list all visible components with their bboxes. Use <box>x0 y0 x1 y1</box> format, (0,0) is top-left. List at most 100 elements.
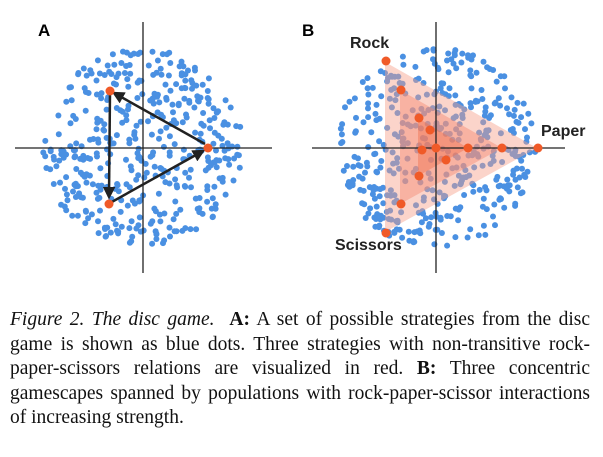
population-dot <box>422 215 429 222</box>
population-dot <box>222 97 229 104</box>
population-dot <box>151 163 158 170</box>
population-dot <box>425 107 432 113</box>
population-dot <box>351 95 358 102</box>
population-dot <box>420 210 427 217</box>
population-dot <box>161 210 168 217</box>
population-dot <box>137 118 144 125</box>
population-dot <box>200 110 207 116</box>
population-dot <box>373 101 380 108</box>
population-dot <box>448 56 455 63</box>
strategy-dot <box>441 155 451 165</box>
population-dot <box>497 102 504 109</box>
population-dot <box>167 233 173 240</box>
population-dot <box>453 65 460 72</box>
paper-label: Paper <box>541 123 585 140</box>
population-dot <box>134 95 141 101</box>
disc-game-figure: A B Rock Paper Scissors <box>15 21 585 273</box>
population-dot <box>63 174 70 181</box>
population-dot <box>126 225 133 232</box>
population-dot <box>212 205 219 212</box>
population-dot <box>169 101 176 108</box>
population-dot <box>128 218 135 225</box>
population-dot <box>362 215 369 221</box>
population-dot <box>506 111 513 118</box>
strategy-dot <box>463 143 473 153</box>
population-dot <box>490 148 497 155</box>
population-dot <box>504 105 510 112</box>
population-dot <box>103 233 110 239</box>
population-dot <box>155 190 162 197</box>
population-dot <box>149 240 156 247</box>
population-dot <box>173 228 180 235</box>
population-dot <box>418 105 425 112</box>
population-dot <box>445 69 452 76</box>
strategy-dot <box>396 85 406 95</box>
population-dot <box>404 140 411 147</box>
population-dot <box>470 52 476 59</box>
population-dot <box>359 175 366 182</box>
population-dot <box>118 223 125 230</box>
population-dot <box>88 211 95 218</box>
population-dot <box>83 72 90 79</box>
population-dot <box>428 156 434 163</box>
population-dot <box>170 109 176 116</box>
population-dot <box>47 166 54 173</box>
population-dot <box>522 126 528 133</box>
population-dot <box>399 120 406 126</box>
population-dot <box>75 70 82 76</box>
population-dot <box>447 213 454 220</box>
population-dot <box>101 121 108 128</box>
population-dot <box>490 67 497 73</box>
population-dot <box>353 114 359 121</box>
population-dot <box>125 83 132 90</box>
population-dot <box>215 108 222 115</box>
population-dot <box>393 218 400 225</box>
population-dot <box>234 151 241 158</box>
figure-caption: Figure 2. The disc game. A: A set of pos… <box>10 308 590 431</box>
population-dot <box>429 187 436 194</box>
population-dot <box>148 131 155 138</box>
population-dot <box>94 115 101 122</box>
population-dot <box>478 87 485 93</box>
panel-b-label: B <box>302 21 314 40</box>
population-dot <box>442 107 448 114</box>
population-dot <box>220 121 227 128</box>
population-dot <box>222 155 229 162</box>
population-dot <box>430 56 436 63</box>
population-dot <box>451 50 458 56</box>
population-dot <box>398 209 405 216</box>
population-dot <box>119 119 126 126</box>
population-dot <box>438 80 445 87</box>
population-dot <box>468 85 475 92</box>
population-dot <box>56 157 63 164</box>
population-dot <box>177 206 184 213</box>
population-dot <box>339 121 346 128</box>
population-dot <box>189 85 195 92</box>
rock-label: Rock <box>350 35 389 52</box>
population-dot <box>211 115 218 121</box>
population-dot <box>83 179 90 186</box>
population-dot <box>109 51 116 58</box>
population-dot <box>392 97 399 104</box>
population-dot <box>426 221 433 227</box>
population-dot <box>82 220 89 227</box>
population-dot <box>359 79 366 85</box>
population-dot <box>153 236 160 242</box>
population-dot <box>351 153 358 160</box>
population-dot <box>205 164 212 171</box>
population-dot <box>80 156 87 163</box>
population-dot <box>452 113 459 120</box>
population-dot <box>199 81 206 88</box>
population-dot <box>224 121 231 128</box>
population-dot <box>388 104 395 111</box>
population-dot <box>455 217 462 224</box>
population-dot <box>103 106 110 113</box>
population-dot <box>494 173 501 180</box>
population-dot <box>96 194 103 201</box>
population-dot <box>70 188 76 195</box>
population-dot <box>479 203 486 210</box>
population-dot <box>346 98 353 105</box>
population-dot <box>101 224 108 231</box>
population-dot <box>234 143 241 150</box>
population-dot <box>443 171 450 178</box>
